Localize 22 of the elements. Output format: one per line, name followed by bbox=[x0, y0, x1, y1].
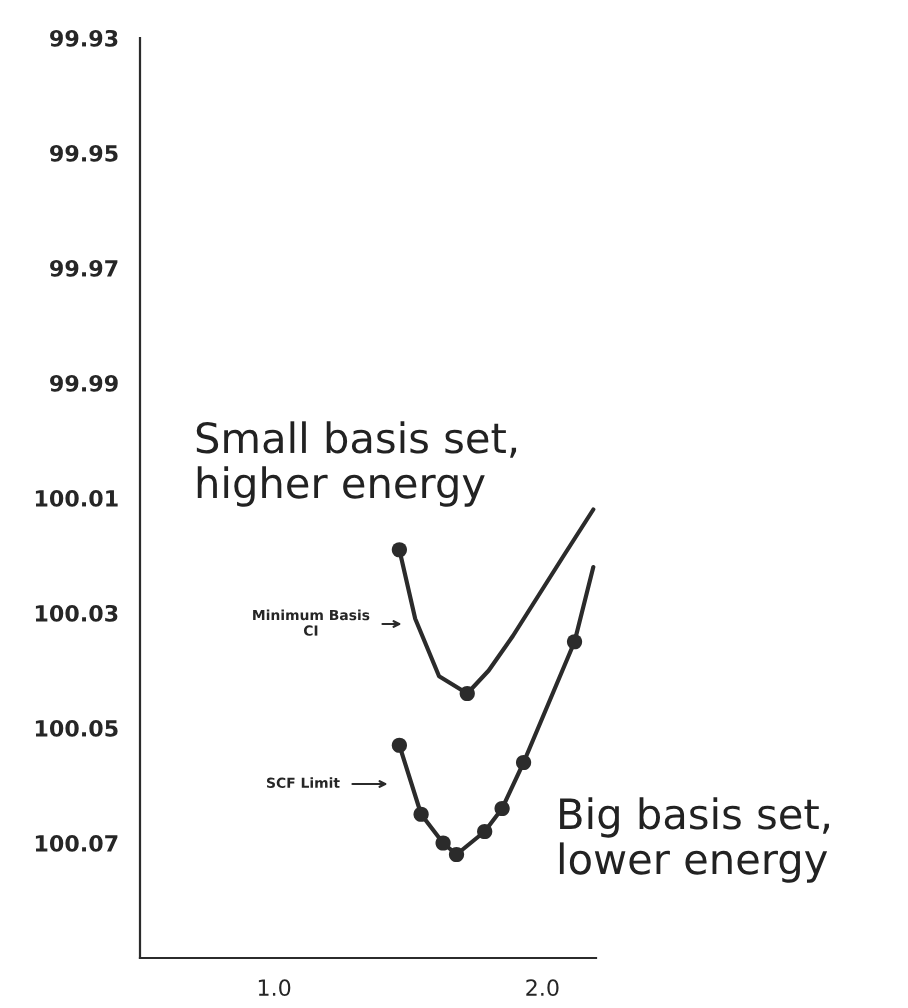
x-tick-label: 1.0 bbox=[258, 979, 291, 997]
point bbox=[566, 634, 583, 650]
y-tick-label: 100.03 bbox=[35, 604, 118, 622]
point bbox=[459, 685, 475, 702]
point bbox=[413, 806, 429, 822]
y-tick-label: 100.05 bbox=[35, 719, 118, 737]
point bbox=[391, 542, 407, 558]
point bbox=[448, 846, 465, 863]
annotation: Small basis set, higher energy bbox=[196, 421, 517, 507]
annotation: Big basis set, lower energy bbox=[559, 797, 829, 883]
y-tick-label: 99.93 bbox=[50, 29, 118, 47]
point bbox=[515, 754, 532, 771]
point bbox=[435, 835, 451, 851]
point bbox=[391, 737, 407, 753]
y-tick-label: 100.01 bbox=[35, 489, 118, 507]
x-tick-label: 2.0 bbox=[526, 979, 559, 997]
point bbox=[477, 823, 493, 840]
point bbox=[494, 800, 510, 817]
y-tick-label: 99.97 bbox=[50, 259, 118, 277]
y-tick-label: 99.95 bbox=[50, 144, 118, 162]
y-tick-label: 100.07 bbox=[35, 834, 118, 852]
y-tick-label: 99.99 bbox=[50, 374, 118, 392]
